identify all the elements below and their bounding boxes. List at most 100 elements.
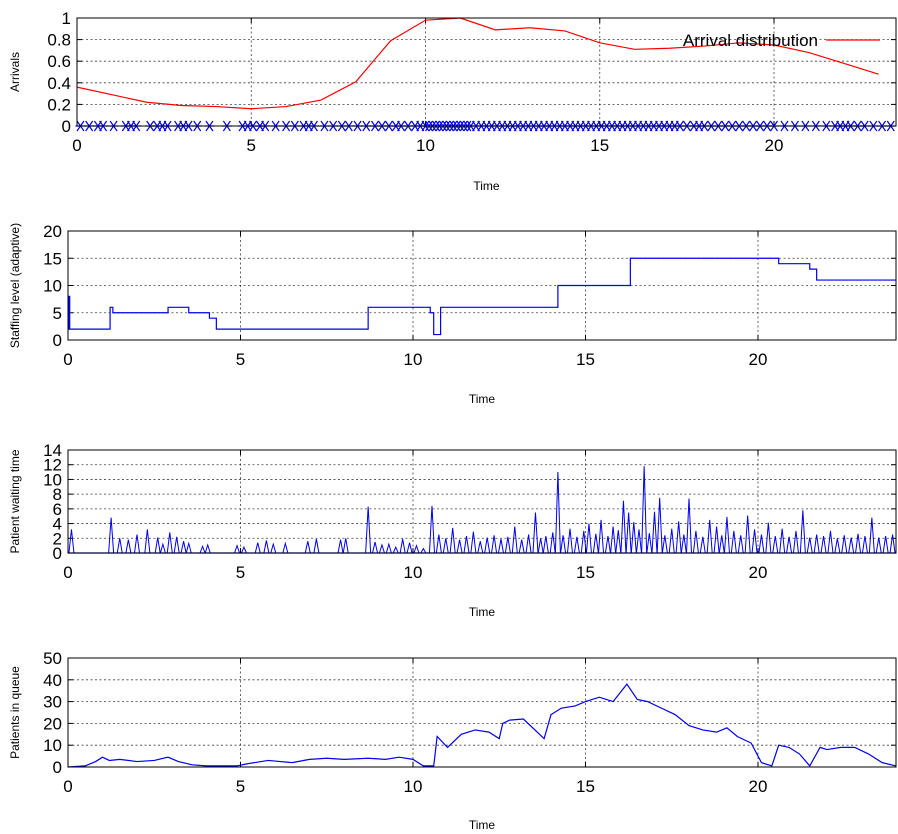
x-tick-label: 10 xyxy=(404,563,423,582)
spike xyxy=(204,543,211,554)
x-tick-label: 20 xyxy=(749,563,768,582)
y-tick-label: 0.6 xyxy=(47,52,71,71)
plot-frame xyxy=(76,17,897,127)
spike xyxy=(580,530,587,554)
axes: 0 5 10 15 20 0 0.2 0.4 0.6 0.8 1 xyxy=(47,9,896,155)
spike xyxy=(620,500,627,554)
spike xyxy=(661,535,668,554)
x-tick-label: 10 xyxy=(404,777,423,796)
spike xyxy=(820,536,827,554)
spike xyxy=(656,497,663,554)
spike xyxy=(532,512,539,554)
x-tick-label: 20 xyxy=(765,136,784,155)
spike xyxy=(861,536,868,554)
x-tick-label: 15 xyxy=(576,563,595,582)
spike xyxy=(456,539,463,554)
spike xyxy=(641,466,648,554)
axes: 0 5 10 15 20 0 5 10 15 20 xyxy=(43,222,896,369)
spike xyxy=(428,505,435,554)
spike xyxy=(372,541,379,554)
y-tick-label: 0.2 xyxy=(47,95,71,114)
spike xyxy=(855,533,862,554)
grid xyxy=(68,450,896,553)
spike xyxy=(554,472,561,554)
spike xyxy=(470,531,477,554)
spike xyxy=(573,536,580,554)
spike xyxy=(406,542,413,554)
grid xyxy=(77,18,896,126)
spike xyxy=(786,536,793,554)
y-axis-title: Patients in queue xyxy=(8,666,22,759)
spike xyxy=(592,533,599,554)
x-tick-label: 10 xyxy=(416,136,435,155)
spike xyxy=(159,542,166,554)
axes: 0 5 10 15 20 0 10 20 30 40 50 xyxy=(43,649,896,796)
spike xyxy=(166,532,173,554)
spike xyxy=(723,516,730,554)
x-axis-title: Time xyxy=(473,179,500,193)
spike xyxy=(668,528,675,554)
spike xyxy=(737,535,744,554)
spike xyxy=(841,535,848,554)
x-tick-label: 0 xyxy=(63,777,72,796)
spike xyxy=(625,512,632,554)
legend-label: Arrival distribution xyxy=(683,31,818,50)
spike xyxy=(630,522,637,554)
spike xyxy=(751,529,758,554)
spike xyxy=(560,535,567,554)
x-tick-label: 0 xyxy=(72,136,81,155)
spike xyxy=(504,536,511,554)
spike xyxy=(585,523,592,554)
spike xyxy=(615,530,622,554)
x-tick-label: 20 xyxy=(749,350,768,369)
spike xyxy=(449,527,456,554)
plot-frame xyxy=(67,449,897,554)
spike xyxy=(758,534,765,554)
spike xyxy=(491,535,498,554)
spike xyxy=(144,529,151,554)
spike xyxy=(635,529,642,554)
spike xyxy=(511,526,518,554)
spike xyxy=(882,536,889,554)
spike xyxy=(834,538,841,554)
y-tick-label: 10 xyxy=(43,277,62,296)
spike xyxy=(420,547,427,554)
spike xyxy=(68,529,75,554)
y-tick-label: 40 xyxy=(43,671,62,690)
spike xyxy=(254,542,261,554)
spike xyxy=(134,534,140,554)
spike xyxy=(365,506,372,554)
y-tick-label: 50 xyxy=(43,649,62,668)
spike xyxy=(718,535,725,554)
spike xyxy=(399,538,406,554)
x-tick-label: 0 xyxy=(63,350,72,369)
spike xyxy=(240,545,247,554)
spike xyxy=(304,541,311,554)
x-tick-label: 15 xyxy=(576,777,595,796)
y-tick-label: 5 xyxy=(53,304,62,323)
spike xyxy=(792,530,799,554)
spike xyxy=(542,536,549,554)
y-tick-label: 10 xyxy=(43,736,62,755)
plot-frame xyxy=(67,230,897,341)
spike xyxy=(680,534,687,554)
y-tick-label: 12 xyxy=(43,456,62,475)
spike xyxy=(651,511,658,554)
spike xyxy=(706,519,713,554)
spike xyxy=(875,537,882,554)
chart-arrivals: 0 5 10 15 20 0 0.2 0.4 0.6 0.8 1 Time Arrivals Arriva… xyxy=(8,9,897,193)
spike xyxy=(199,544,206,554)
spike xyxy=(646,533,653,554)
spike xyxy=(342,538,349,554)
y-tick-label: 20 xyxy=(43,714,62,733)
series-step-line xyxy=(68,257,896,336)
y-tick-label: 0.4 xyxy=(47,74,71,93)
spike xyxy=(392,545,399,554)
spike xyxy=(604,536,611,554)
spike xyxy=(154,537,161,554)
series-0 xyxy=(68,257,896,336)
grid xyxy=(68,658,896,767)
spike xyxy=(234,544,241,554)
spike xyxy=(675,521,682,554)
